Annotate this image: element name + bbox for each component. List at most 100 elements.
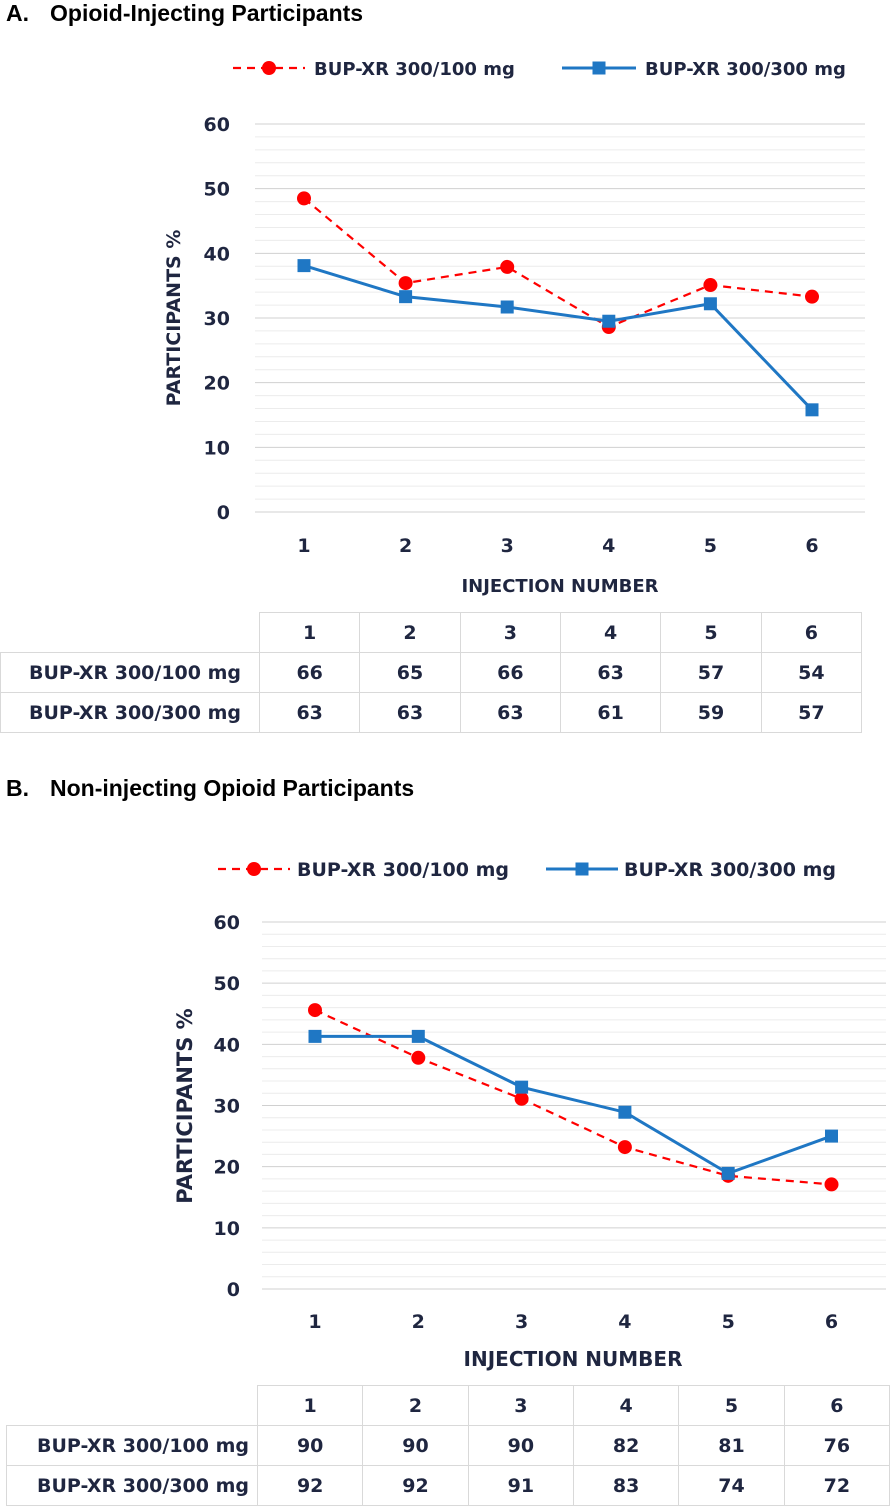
- counts-table-b: 1 2 3 4 5 6 BUP-XR 300/100 mg 90 90 90 82 81 76 BUP-X…: [6, 1385, 891, 1506]
- table-header-cell: 1: [256, 1385, 364, 1426]
- table-cell: 63: [258, 692, 361, 733]
- counts-table-a: 1 2 3 4 5 6 BUP-XR 300/100 mg 66 65 66 63 57 54 BUP-X…: [0, 612, 863, 733]
- table-header-cell: 6: [760, 612, 863, 653]
- table-cell: 61: [559, 692, 662, 733]
- y-tick-label: 40: [204, 243, 230, 265]
- series-line: [303, 264, 814, 411]
- panel-b: B. Non-injecting Opioid Participants 0 10 2…: [0, 775, 896, 1508]
- chart-a: 0 10 20 30 40 50 60 1 2 3 4 5 6 INJECTION NUMBER PARTI…: [163, 59, 865, 597]
- legend-label: BUP-XR 300/100 mg: [297, 859, 509, 881]
- table-cell: 83: [572, 1465, 680, 1506]
- table-cell: 90: [256, 1425, 364, 1466]
- data-point: [618, 1105, 632, 1119]
- table-header-cell: 6: [783, 1385, 891, 1426]
- table-header-cell: 1: [258, 612, 361, 653]
- table-header-cell: 2: [359, 612, 461, 653]
- table-cell: 63: [559, 652, 662, 693]
- table-cell: 63: [459, 692, 561, 733]
- data-point: [308, 1029, 322, 1043]
- table-row-label: BUP-XR 300/300 mg: [0, 692, 260, 733]
- data-point: [297, 259, 311, 273]
- panel-title: B. Non-injecting Opioid Participants: [6, 775, 414, 802]
- data-point: [514, 1091, 529, 1106]
- data-point: [825, 1129, 838, 1143]
- data-point: [703, 278, 718, 293]
- x-tick-label: 4: [618, 1311, 631, 1333]
- panel-letter: A.: [6, 0, 29, 26]
- table-cell: 81: [678, 1425, 785, 1466]
- data-point: [500, 300, 514, 314]
- data-point: [297, 191, 311, 206]
- table-corner: [0, 612, 260, 653]
- data-point: [617, 1140, 632, 1155]
- table-header-cell: 2: [362, 1385, 469, 1426]
- table-cell: 66: [258, 652, 361, 693]
- chart-b: 0 10 20 30 40 50 60 1 2 3 4 5 6 INJECTION NUMBER PARTI…: [173, 859, 886, 1371]
- legend-marker: [247, 862, 261, 876]
- panel-title-text: Non-injecting Opioid Participants: [50, 775, 415, 801]
- data-point: [805, 403, 819, 417]
- table-cell: 90: [467, 1425, 574, 1466]
- data-point: [602, 314, 616, 328]
- table-header-cell: 4: [559, 612, 662, 653]
- legend-marker: [262, 61, 276, 75]
- panel-title-text: Opioid-Injecting Participants: [50, 0, 364, 26]
- data-point: [411, 1029, 425, 1043]
- table-cell: 91: [467, 1465, 574, 1506]
- data-point: [805, 289, 819, 304]
- x-tick-label: 3: [501, 535, 514, 557]
- data-point: [398, 276, 413, 291]
- x-axis-label: INJECTION NUMBER: [464, 1347, 683, 1371]
- data-point: [515, 1080, 529, 1094]
- y-tick-label: 0: [227, 1279, 240, 1301]
- y-tick-label: 0: [217, 502, 230, 524]
- table-cell: 57: [660, 652, 762, 693]
- data-point: [500, 259, 515, 274]
- y-tick-label: 10: [204, 437, 230, 459]
- data-point: [399, 290, 413, 304]
- legend-marker: [592, 61, 606, 75]
- table-cell: 66: [459, 652, 561, 693]
- y-tick-label: 60: [214, 912, 240, 934]
- y-tick-label: 20: [214, 1157, 240, 1179]
- table-cell: 92: [256, 1465, 364, 1506]
- data-point: [411, 1050, 426, 1065]
- y-tick-label: 30: [204, 308, 230, 330]
- y-tick-label: 40: [214, 1034, 240, 1056]
- table-cell: 90: [362, 1425, 469, 1466]
- panel-title: A. Opioid-Injecting Participants: [6, 0, 363, 27]
- series-line: [315, 1034, 833, 1176]
- table-header-cell: 3: [459, 612, 561, 653]
- legend-label: BUP-XR 300/300 mg: [645, 59, 846, 80]
- y-tick-label: 20: [204, 373, 230, 395]
- table-cell: 72: [783, 1465, 891, 1506]
- legend-marker: [575, 862, 589, 876]
- table-cell: 92: [362, 1465, 469, 1506]
- x-tick-label: 5: [704, 535, 717, 557]
- panel-a: A. Opioid-Injecting Participants 0 10 20 30 4…: [0, 0, 865, 733]
- x-axis-label: INJECTION NUMBER: [461, 576, 658, 597]
- x-tick-label: 2: [412, 1311, 425, 1333]
- series-line: [303, 197, 813, 329]
- table-corner: [6, 1385, 258, 1426]
- y-axis-label: PARTICIPANTS %: [173, 1008, 197, 1203]
- data-point: [824, 1177, 839, 1192]
- x-tick-label: 4: [602, 535, 615, 557]
- table-cell: 82: [572, 1425, 680, 1466]
- table-cell: 59: [660, 692, 762, 733]
- y-tick-label: 30: [214, 1096, 240, 1118]
- x-tick-label: 2: [399, 535, 412, 557]
- y-tick-label: 10: [214, 1218, 240, 1240]
- table-header-cell: 5: [678, 1385, 785, 1426]
- legend-label: BUP-XR 300/300 mg: [624, 859, 836, 881]
- x-tick-label: 6: [805, 535, 818, 557]
- data-point: [308, 1003, 322, 1018]
- table-header-cell: 4: [572, 1385, 680, 1426]
- table-row: BUP-XR 300/300 mg 92 92 91 83 74 72: [6, 1465, 891, 1506]
- x-tick-label: 5: [722, 1311, 735, 1333]
- table-row: BUP-XR 300/100 mg 90 90 90 82 81 76: [6, 1425, 891, 1466]
- table-row: BUP-XR 300/300 mg 63 63 63 61 59 57: [0, 692, 863, 733]
- series-line: [314, 1009, 832, 1186]
